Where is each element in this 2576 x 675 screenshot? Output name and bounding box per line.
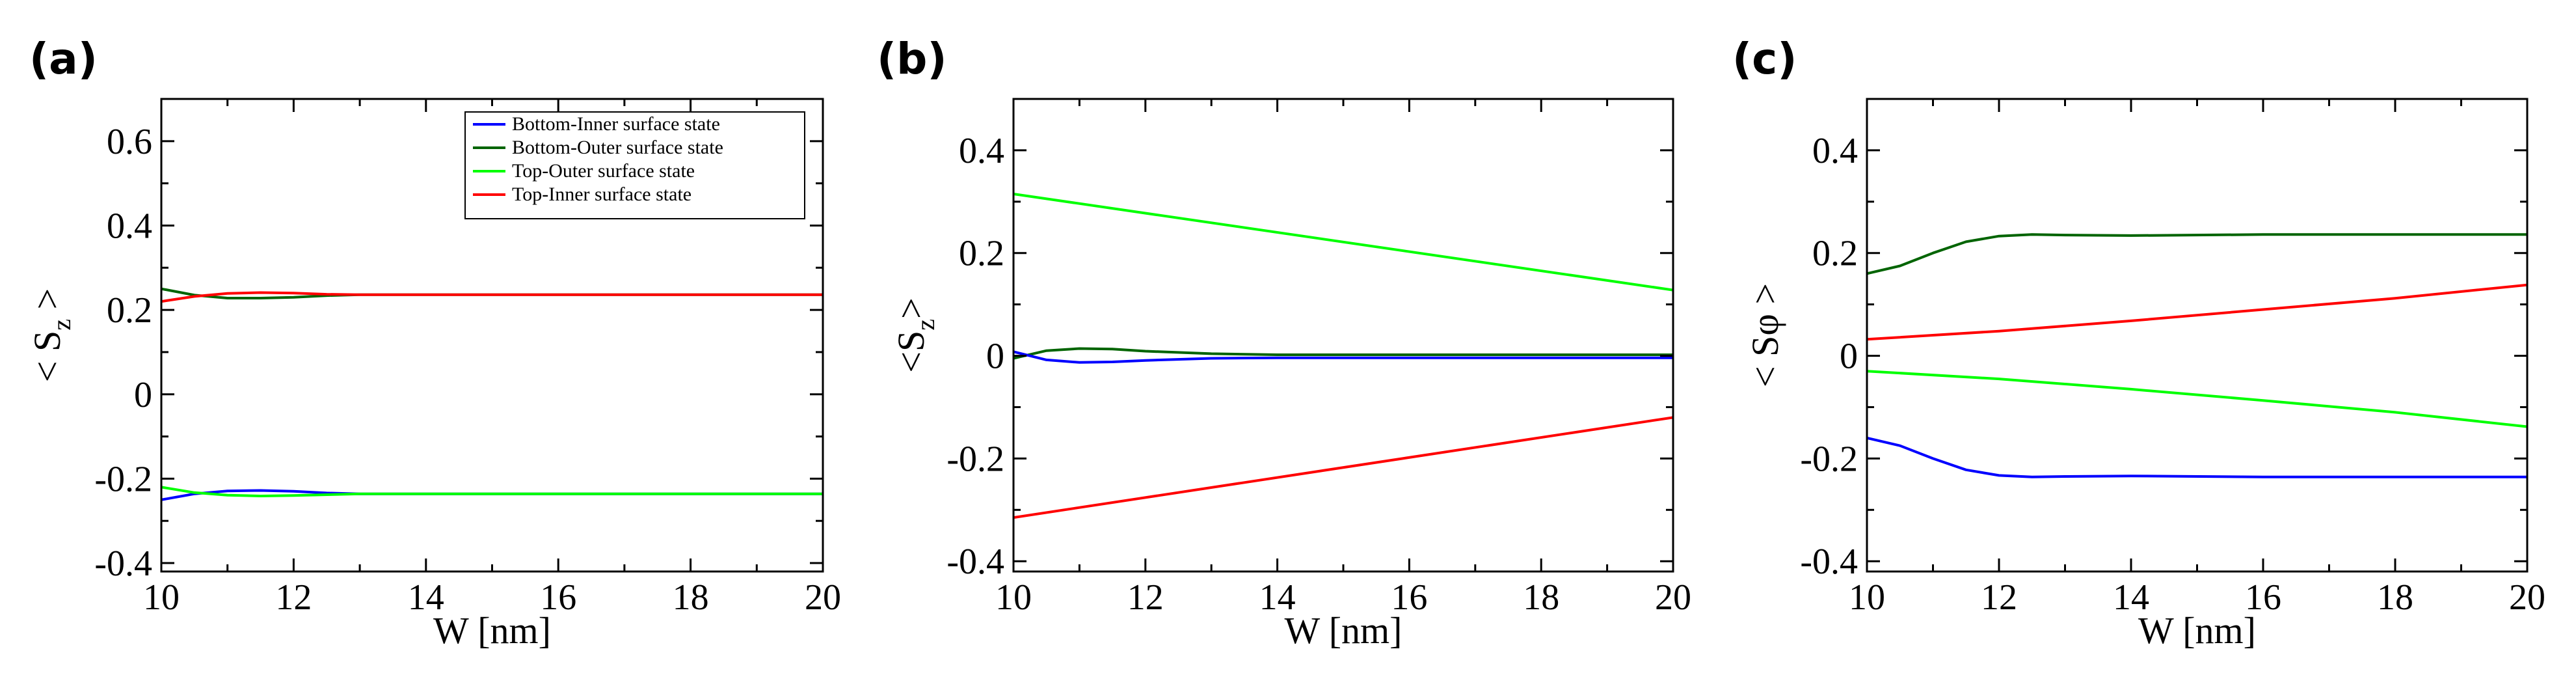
x-tick-label: 14 (1259, 577, 1296, 618)
y-tick-label: -0.4 (94, 544, 152, 584)
y-axis-label: <Sz> (890, 297, 940, 372)
series-line-1 (1867, 283, 2527, 341)
y-axis-label-sub: z (47, 319, 76, 331)
x-tick-label: 20 (1655, 577, 1691, 618)
series-line-3 (1013, 350, 1673, 364)
y-tick-label: -0.2 (1800, 439, 1858, 479)
legend-box (464, 111, 805, 219)
y-tick-label: 0.2 (1812, 234, 1858, 274)
x-tick-label: 18 (673, 577, 709, 618)
x-tick-label: 20 (2509, 577, 2545, 618)
x-tick-label: 12 (1127, 577, 1164, 618)
panel-label: (b) (877, 34, 947, 84)
x-tick-label: 18 (1523, 577, 1559, 618)
y-axis-label: < Sz > (26, 288, 76, 382)
x-axis-label: W [nm] (2138, 609, 2256, 652)
panel-a: 10 12 14 16 18 20 -0.4 -0.2 0 0.2 0.4 0.6 W [nm] < Sz… (26, 34, 841, 652)
legend-entry-label: Top-Outer surface state (512, 160, 695, 182)
series-group (161, 287, 823, 501)
y-axis-label-main: < S (26, 331, 68, 382)
plot-frame (1866, 98, 2529, 573)
x-tick-label: 16 (1391, 577, 1427, 618)
y-tick-label: 0 (1840, 337, 1858, 377)
x-tick-label: 20 (805, 577, 841, 618)
y-tick-label: 0.4 (959, 131, 1004, 171)
y-axis-label: < Sφ > (1744, 283, 1786, 387)
x-tick-label: 18 (2377, 577, 2413, 618)
x-tick-label: 12 (275, 577, 312, 618)
y-tick-label: 0 (134, 375, 152, 415)
legend-entry-label: Top-Inner surface state (512, 184, 691, 205)
panel-label: (a) (29, 34, 98, 84)
series-group (1867, 233, 2527, 478)
y-tick-label: 0 (986, 337, 1004, 377)
series-line-3 (161, 486, 823, 497)
y-tick-label: 0.2 (107, 290, 152, 331)
y-axis-label-end: > (890, 297, 932, 319)
series-line-3 (1867, 436, 2527, 478)
x-tick-label: 12 (1981, 577, 2017, 618)
x-axis-label: W [nm] (433, 609, 551, 652)
legend-entry-label: Bottom-Outer surface state (512, 137, 723, 158)
y-axis-label-main: <S (890, 331, 932, 373)
y-tick-label: 0.4 (1812, 131, 1858, 171)
x-axis-label: W [nm] (1285, 609, 1402, 652)
x-tick-label: 10 (1849, 577, 1885, 618)
x-tick-label: 10 (143, 577, 180, 618)
series-line-0 (1013, 193, 1673, 292)
x-tick-label: 16 (2245, 577, 2281, 618)
y-axis-label-sub: z (911, 319, 940, 331)
series-line-1 (1013, 416, 1673, 519)
series-line-0 (1867, 233, 2527, 275)
y-tick-label: -0.2 (946, 439, 1004, 479)
y-tick-label: -0.4 (946, 542, 1004, 582)
y-tick-label: -0.4 (1800, 542, 1858, 582)
x-tick-label: 14 (408, 577, 444, 618)
y-tick-label: -0.2 (94, 459, 152, 499)
y-axis-label-main: < Sφ > (1744, 283, 1786, 387)
series-group (1013, 193, 1673, 519)
y-tick-label: 0.6 (107, 122, 152, 162)
x-tick-label: 10 (995, 577, 1032, 618)
series-line-1 (161, 291, 823, 303)
x-tick-label: 14 (2113, 577, 2149, 618)
series-line-2 (1013, 347, 1673, 360)
x-tick-label: 16 (540, 577, 576, 618)
panel-c: 10 12 14 16 18 20 -0.4 -0.2 0 0.2 0.4 W [nm] < Sφ > (… (1732, 34, 2545, 652)
series-line-2 (1867, 370, 2527, 428)
plot-frame (1012, 98, 1674, 573)
panel-label: (c) (1732, 34, 1797, 84)
panel-b: 10 12 14 16 18 20 -0.4 -0.2 0 0.2 0.4 W [nm] <Sz> (b) (877, 34, 1691, 652)
y-tick-label: 0.4 (107, 206, 152, 246)
legend-entry-label: Bottom-Inner surface state (512, 113, 720, 135)
y-axis-label-end: > (26, 288, 68, 319)
y-tick-label: 0.2 (959, 234, 1004, 274)
